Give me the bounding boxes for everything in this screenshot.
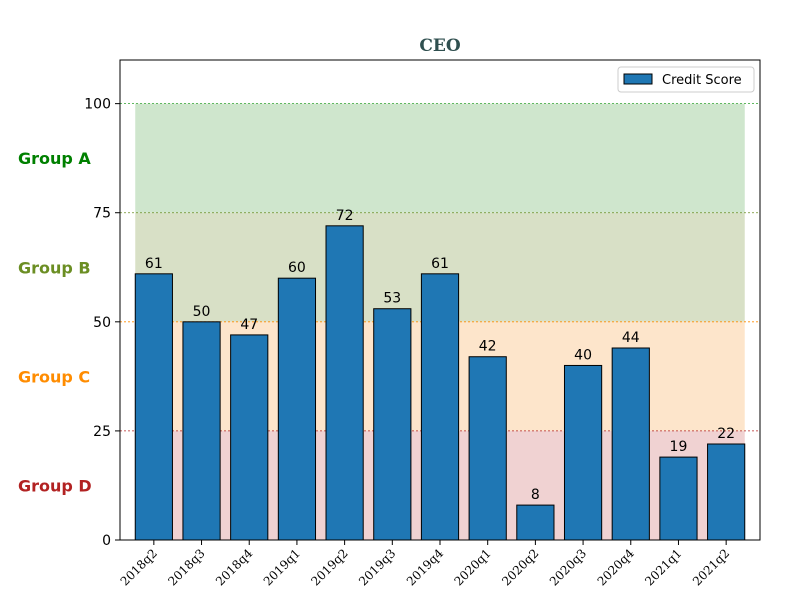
group-label: Group B — [18, 258, 91, 277]
bar-value-label: 40 — [574, 347, 592, 363]
bars — [134, 225, 746, 541]
bar — [420, 273, 460, 541]
x-tick-label: 2019q3 — [356, 546, 398, 588]
bar-value-label: 8 — [531, 487, 540, 503]
x-tick-label: 2020q4 — [595, 546, 638, 589]
bar-value-label: 61 — [431, 256, 449, 272]
bar — [182, 321, 221, 541]
y-tick-label: 0 — [102, 533, 111, 549]
legend-swatch — [623, 73, 653, 85]
bar-value-label: 53 — [383, 291, 401, 307]
x-axis-ticks: 2018q2 2018q3 2018q4 2019q1 2019q2 2019q3 2019… — [118, 540, 732, 589]
x-tick-label: 2018q3 — [165, 546, 207, 588]
bar — [468, 356, 507, 541]
bar-value-label: 19 — [670, 439, 688, 455]
legend-label: Credit Score — [662, 73, 742, 88]
group-label: Group C — [18, 367, 90, 386]
bar — [325, 225, 364, 541]
x-tick-label: 2020q2 — [499, 546, 541, 588]
group-label: Group A — [18, 149, 91, 168]
legend: Credit Score — [617, 66, 755, 93]
group-label: Group D — [18, 476, 92, 495]
bar — [516, 504, 555, 541]
x-tick-label: 2020q3 — [547, 546, 589, 588]
chart-title: CEO — [419, 36, 460, 56]
x-tick-label: 2019q1 — [261, 546, 303, 588]
x-tick-label: 2019q4 — [404, 546, 447, 589]
y-axis-ticks: 0 25 50 75 100 — [84, 97, 120, 549]
y-tick-label: 100 — [84, 97, 111, 113]
bar-value-label: 50 — [193, 304, 211, 320]
y-tick-label: 25 — [93, 424, 111, 440]
bar-value-label: 42 — [479, 339, 497, 355]
x-tick-label: 2018q4 — [213, 546, 256, 589]
band-0 — [135, 103, 745, 213]
legend-box — [617, 66, 755, 93]
y-tick-label: 50 — [93, 315, 111, 331]
bar — [134, 273, 173, 541]
bar — [230, 334, 269, 541]
bar-value-label: 47 — [240, 317, 258, 333]
bar — [707, 443, 746, 541]
bar — [659, 456, 698, 541]
y-tick-label: 75 — [93, 206, 111, 222]
bar — [373, 308, 412, 541]
bar-value-label: 72 — [336, 208, 354, 224]
bar — [277, 277, 317, 541]
bar-value-label: 44 — [622, 330, 640, 346]
bar-value-label: 61 — [145, 256, 163, 272]
x-tick-label: 2021q2 — [690, 546, 732, 588]
x-tick-label: 2019q2 — [308, 546, 350, 588]
x-tick-label: 2021q1 — [642, 546, 684, 588]
bar-value-label: 22 — [717, 426, 735, 442]
x-tick-label: 2018q2 — [118, 546, 160, 588]
bar-labels: 61 50 47 60 72 53 61 42 8 40 44 19 22 — [145, 208, 735, 503]
x-tick-label: 2020q1 — [451, 546, 493, 588]
bar-value-label: 60 — [288, 260, 306, 276]
bar — [611, 347, 650, 541]
group-labels: Group A Group B Group C Group D — [18, 149, 92, 495]
bar — [563, 364, 603, 541]
